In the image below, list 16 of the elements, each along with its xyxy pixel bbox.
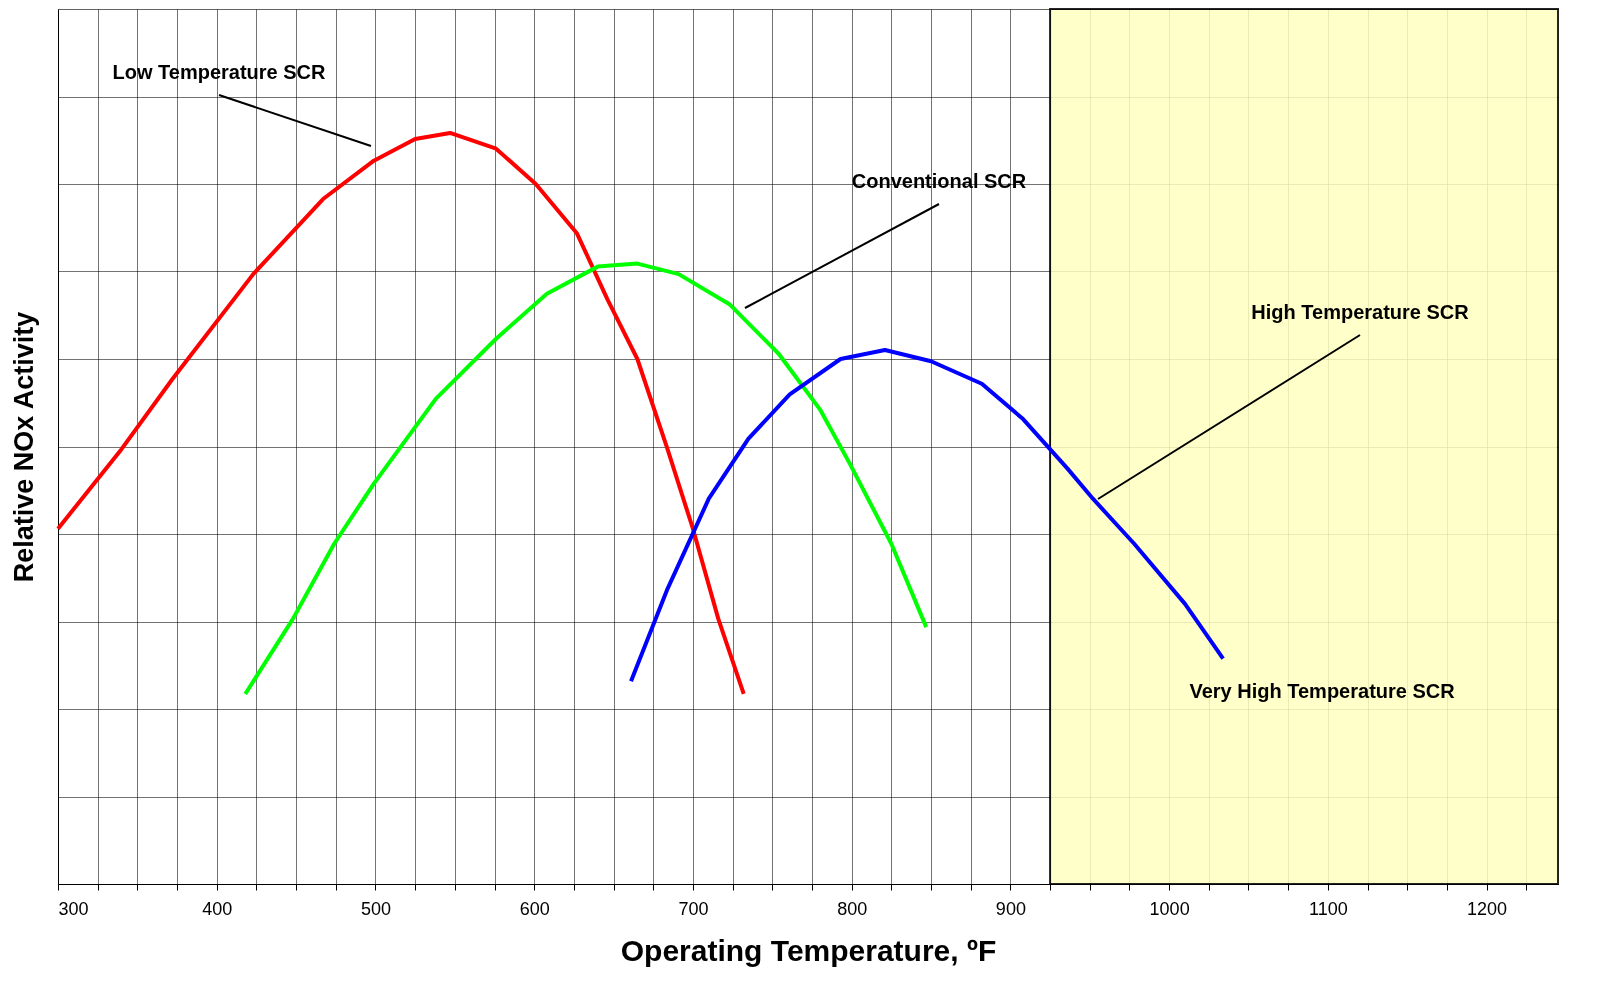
x-tick-label: 300 <box>58 898 89 919</box>
annotation: Conventional SCR <box>851 170 1027 192</box>
x-tick-label: 1200 <box>1467 898 1508 919</box>
x-tick-label: 800 <box>837 898 868 919</box>
x-tick-label: 700 <box>678 898 709 919</box>
x-tick-label: 500 <box>360 898 391 919</box>
band-label: Very High Temperature SCR <box>1189 679 1456 702</box>
annotation: High Temperature SCR <box>1251 301 1470 323</box>
x-tick-label: 1100 <box>1308 898 1348 919</box>
x-tick-label: 900 <box>995 898 1026 919</box>
x-tick-label: 400 <box>202 898 233 919</box>
text: Low Temperature SCR <box>112 61 327 83</box>
x-axis-title: Operating Temperature, ºF <box>620 933 997 967</box>
x-tick-label: 1000 <box>1149 898 1190 919</box>
y-axis-title: Relative NOx Activity <box>8 311 39 583</box>
x-tick-label: 600 <box>519 898 550 919</box>
